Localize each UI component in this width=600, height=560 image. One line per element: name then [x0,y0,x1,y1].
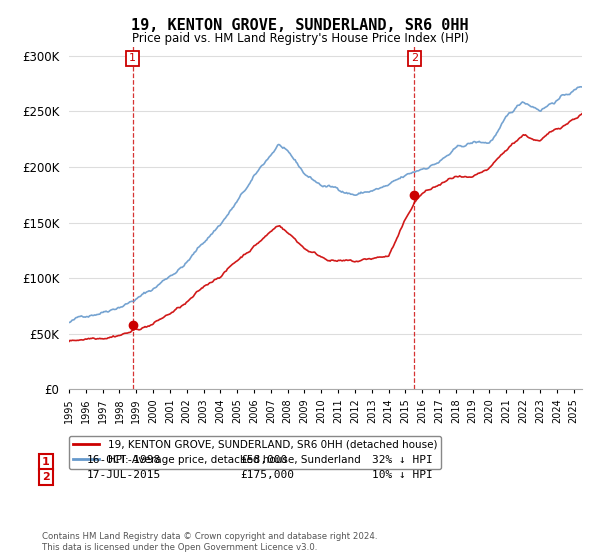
Text: 10% ↓ HPI: 10% ↓ HPI [372,470,433,480]
Text: £175,000: £175,000 [240,470,294,480]
Text: 1: 1 [129,53,136,63]
Text: 32% ↓ HPI: 32% ↓ HPI [372,455,433,465]
Text: 1: 1 [42,457,50,467]
Text: 2: 2 [42,472,50,482]
Text: 16-OCT-1998: 16-OCT-1998 [87,455,161,465]
Legend: 19, KENTON GROVE, SUNDERLAND, SR6 0HH (detached house), HPI: Average price, deta: 19, KENTON GROVE, SUNDERLAND, SR6 0HH (d… [69,436,441,469]
Text: £58,000: £58,000 [240,455,287,465]
Text: 2: 2 [411,53,418,63]
Text: 17-JUL-2015: 17-JUL-2015 [87,470,161,480]
Text: Contains HM Land Registry data © Crown copyright and database right 2024.
This d: Contains HM Land Registry data © Crown c… [42,532,377,552]
Text: Price paid vs. HM Land Registry's House Price Index (HPI): Price paid vs. HM Land Registry's House … [131,32,469,45]
Text: 19, KENTON GROVE, SUNDERLAND, SR6 0HH: 19, KENTON GROVE, SUNDERLAND, SR6 0HH [131,18,469,33]
